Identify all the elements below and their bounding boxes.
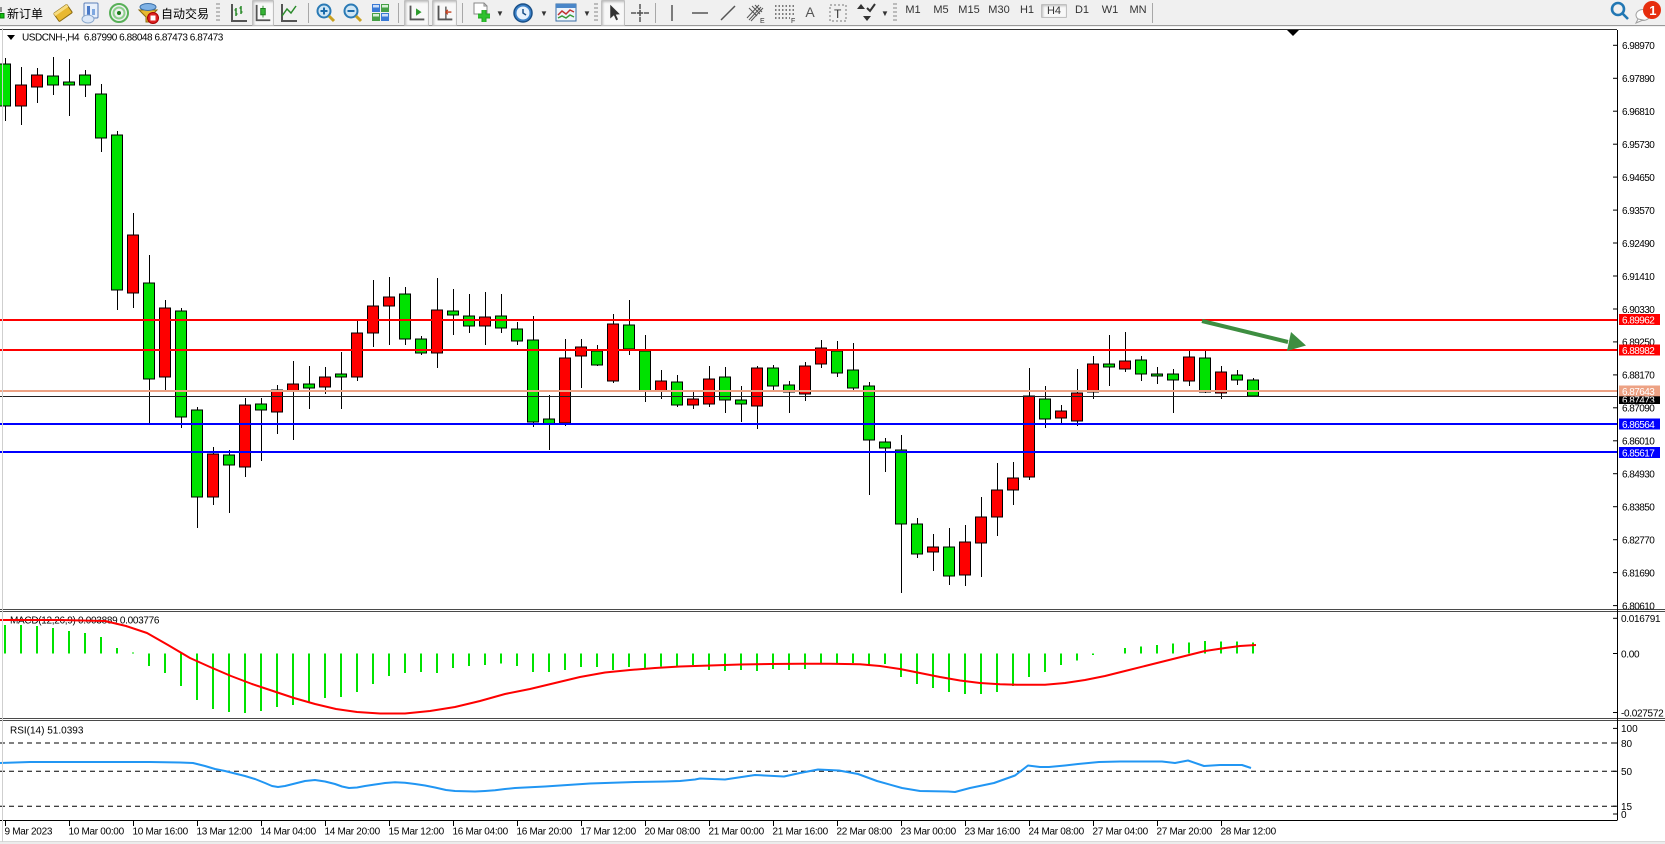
svg-text:T: T xyxy=(834,7,842,21)
svg-text:80: 80 xyxy=(1621,739,1633,750)
svg-text:6.95730: 6.95730 xyxy=(1622,140,1655,151)
svg-text:24 Mar 08:00: 24 Mar 08:00 xyxy=(1029,827,1085,838)
svg-text:6.85617: 6.85617 xyxy=(1622,448,1655,459)
svg-text:6.97890: 6.97890 xyxy=(1622,74,1655,85)
svg-text:6.80610: 6.80610 xyxy=(1622,601,1655,612)
svg-text:0.016791: 0.016791 xyxy=(1621,614,1661,625)
svg-text:6.96810: 6.96810 xyxy=(1622,107,1655,118)
svg-text:10 Mar 16:00: 10 Mar 16:00 xyxy=(133,827,189,838)
svg-text:E: E xyxy=(760,18,765,25)
svg-text:13 Mar 12:00: 13 Mar 12:00 xyxy=(197,827,253,838)
svg-text:6.87473: 6.87473 xyxy=(1622,395,1655,406)
svg-text:21 Mar 16:00: 21 Mar 16:00 xyxy=(773,827,829,838)
svg-text:1: 1 xyxy=(1649,3,1656,18)
svg-text:6.87643: 6.87643 xyxy=(1622,387,1655,398)
svg-text:14 Mar 20:00: 14 Mar 20:00 xyxy=(325,827,381,838)
svg-text:0: 0 xyxy=(1621,810,1627,821)
svg-text:21 Mar 00:00: 21 Mar 00:00 xyxy=(709,827,765,838)
svg-text:16 Mar 04:00: 16 Mar 04:00 xyxy=(453,827,509,838)
svg-text:6.93570: 6.93570 xyxy=(1622,206,1655,217)
svg-text:-0.027572: -0.027572 xyxy=(1621,708,1664,719)
svg-text:23 Mar 00:00: 23 Mar 00:00 xyxy=(901,827,957,838)
svg-text:14 Mar 04:00: 14 Mar 04:00 xyxy=(261,827,317,838)
svg-text:6.98970: 6.98970 xyxy=(1622,41,1655,52)
svg-text:6.89250: 6.89250 xyxy=(1622,338,1655,349)
svg-text:0.00: 0.00 xyxy=(1621,649,1640,660)
svg-text:6.86010: 6.86010 xyxy=(1622,437,1655,448)
svg-text:27 Mar 04:00: 27 Mar 04:00 xyxy=(1093,827,1149,838)
svg-text:6.86564: 6.86564 xyxy=(1622,420,1655,431)
svg-text:6.94650: 6.94650 xyxy=(1622,173,1655,184)
svg-text:16 Mar 20:00: 16 Mar 20:00 xyxy=(517,827,573,838)
svg-text:6.88982: 6.88982 xyxy=(1622,346,1655,357)
svg-text:USDCNH-,H4 6.87990 6.88048 6.: USDCNH-,H4 6.87990 6.88048 6.87473 6.874… xyxy=(22,33,224,44)
svg-text:6.91410: 6.91410 xyxy=(1622,272,1655,283)
svg-text:20 Mar 08:00: 20 Mar 08:00 xyxy=(645,827,701,838)
svg-text:9 Mar 2023: 9 Mar 2023 xyxy=(5,827,53,838)
svg-text:6.92490: 6.92490 xyxy=(1622,239,1655,250)
svg-text:50: 50 xyxy=(1621,767,1633,778)
svg-text:100: 100 xyxy=(1621,724,1638,735)
svg-text:6.83850: 6.83850 xyxy=(1622,503,1655,514)
svg-text:15: 15 xyxy=(1621,802,1633,813)
svg-text:6.84930: 6.84930 xyxy=(1622,470,1655,481)
svg-text:6.81690: 6.81690 xyxy=(1622,568,1655,579)
svg-text:23 Mar 16:00: 23 Mar 16:00 xyxy=(965,827,1021,838)
svg-text:F: F xyxy=(791,18,795,25)
svg-text:17 Mar 12:00: 17 Mar 12:00 xyxy=(581,827,637,838)
svg-text:6.90330: 6.90330 xyxy=(1622,305,1655,316)
svg-text:6.89962: 6.89962 xyxy=(1622,315,1655,326)
svg-text:6.87090: 6.87090 xyxy=(1622,404,1655,415)
svg-text:6.82770: 6.82770 xyxy=(1622,536,1655,547)
svg-text:27 Mar 20:00: 27 Mar 20:00 xyxy=(1157,827,1213,838)
svg-text:10 Mar 00:00: 10 Mar 00:00 xyxy=(69,827,125,838)
svg-text:22 Mar 08:00: 22 Mar 08:00 xyxy=(837,827,893,838)
svg-text:28 Mar 12:00: 28 Mar 12:00 xyxy=(1221,827,1277,838)
svg-text:6.88170: 6.88170 xyxy=(1622,371,1655,382)
svg-text:RSI(14) 51.0393: RSI(14) 51.0393 xyxy=(10,726,84,737)
svg-text:15 Mar 12:00: 15 Mar 12:00 xyxy=(389,827,445,838)
